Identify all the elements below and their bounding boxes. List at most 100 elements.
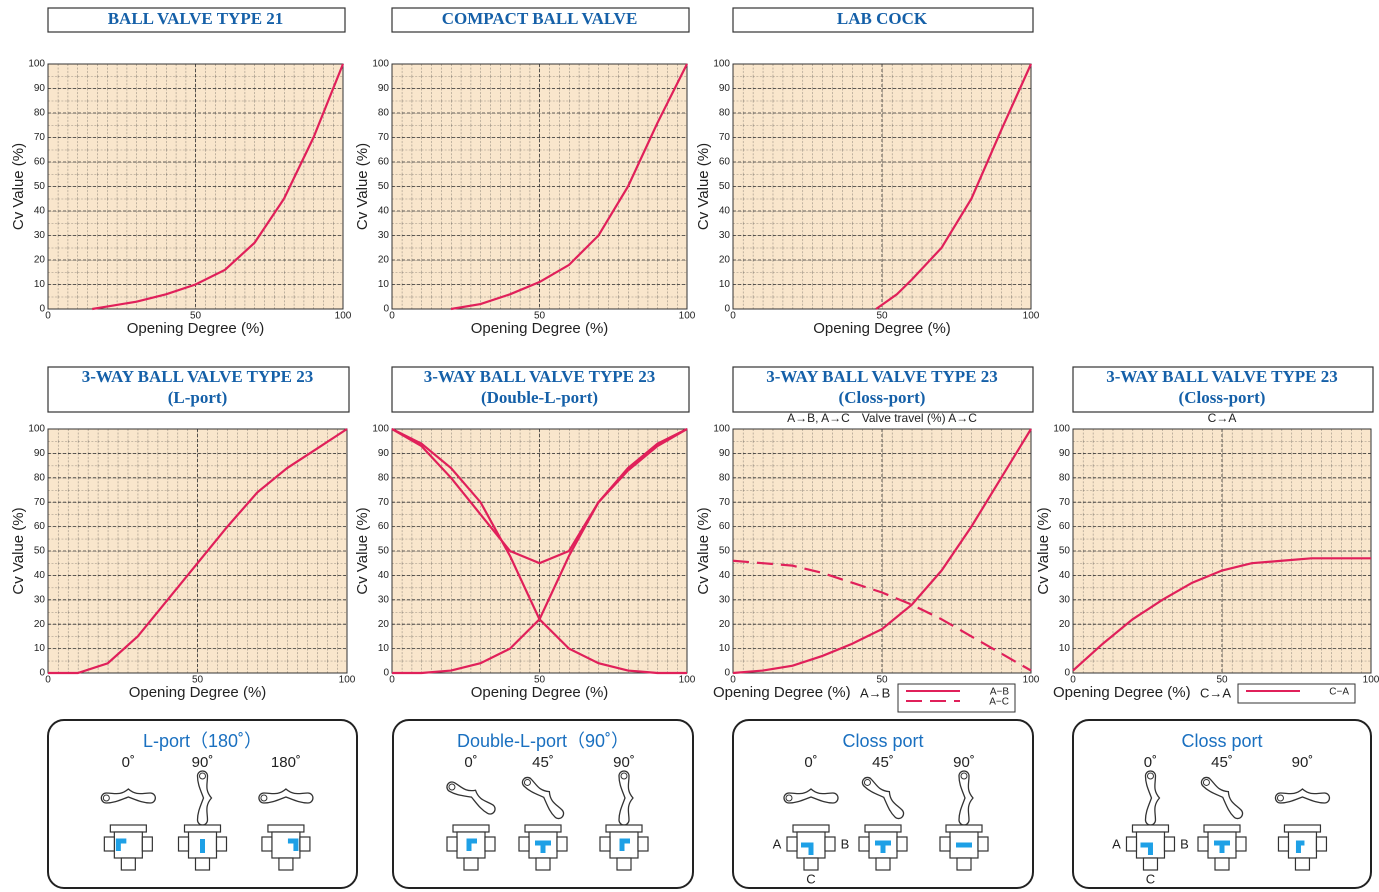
y-tick-label: 70 — [34, 132, 46, 143]
y-tick-label: 90 — [34, 448, 46, 459]
diagram-title: Closs port — [1181, 731, 1262, 751]
y-tick-label: 30 — [719, 230, 731, 241]
flow-arrow — [619, 838, 630, 851]
y-tick-label: 40 — [34, 206, 46, 217]
x-axis-suffix: C→A — [1200, 685, 1231, 700]
diagram-title: Double-L-port（90˚） — [457, 731, 629, 751]
port-label: A — [1112, 836, 1121, 851]
chart-title: 3-WAY BALL VALVE TYPE 23 — [766, 367, 997, 386]
flow-arrow — [1214, 840, 1230, 853]
y-tick-label: 80 — [719, 472, 731, 483]
y-tick-label: 20 — [34, 619, 46, 630]
angle-label: 0˚ — [122, 754, 135, 771]
chart: COMPACT BALL VALVE 0 10 20 30 40 50 60 70 80 90 100… — [354, 7, 696, 337]
handle — [100, 788, 156, 804]
chart-subtitle: (L-port) — [168, 388, 227, 407]
data-line — [392, 428, 688, 675]
y-tick-label: 70 — [34, 497, 46, 508]
chart: 3-WAY BALL VALVE TYPE 23 (Double-L-port) 0… — [354, 366, 696, 701]
x-tick-label: 100 — [339, 675, 356, 686]
y-tick-label: 60 — [719, 157, 731, 168]
y-tick-label: 90 — [719, 83, 731, 94]
x-tick-label: 0 — [389, 675, 395, 686]
y-axis-label: Cv Value (%) — [695, 507, 712, 594]
y-tick-label: 90 — [378, 83, 390, 94]
x-tick-label: 0 — [45, 675, 51, 686]
valve-body — [599, 824, 649, 871]
y-tick-label: 60 — [378, 157, 390, 168]
x-tick-label: 100 — [679, 675, 696, 686]
valve-body — [518, 824, 568, 871]
y-tick-label: 20 — [378, 255, 390, 266]
angle-label: 45˚ — [532, 754, 554, 771]
y-tick-label: 100 — [713, 59, 730, 70]
handle — [258, 788, 314, 804]
valve-body — [786, 824, 836, 871]
y-tick-label: 0 — [39, 668, 45, 679]
title-box — [391, 366, 690, 413]
x-tick-label: 50 — [534, 675, 546, 686]
legend-label: C−A — [1329, 687, 1349, 698]
handle — [618, 770, 634, 826]
flow-arrow — [1295, 840, 1305, 853]
x-tick-label: 0 — [389, 311, 395, 322]
flow-arrow — [875, 840, 891, 853]
y-tick-label: 20 — [378, 619, 390, 630]
y-tick-label: 10 — [719, 643, 731, 654]
legend — [897, 683, 1016, 713]
y-tick-label: 80 — [378, 472, 390, 483]
y-tick-label: 90 — [378, 448, 390, 459]
y-axis-label: Cv Value (%) — [354, 507, 371, 594]
data-line — [48, 428, 348, 675]
data-line — [732, 559, 1032, 672]
y-tick-label: 100 — [28, 59, 45, 70]
data-line — [391, 428, 688, 565]
y-tick-label: 90 — [719, 448, 731, 459]
y-tick-label: 60 — [719, 521, 731, 532]
flow-arrow — [115, 838, 127, 851]
x-axis-label: Opening Degree (%) — [471, 320, 609, 337]
y-tick-label: 80 — [378, 108, 390, 119]
angle-label: 0˚ — [464, 754, 477, 771]
valve-body — [1277, 824, 1328, 871]
x-tick-label: 50 — [190, 311, 202, 322]
flow-arrow — [287, 838, 299, 851]
x-tick-label: 50 — [876, 675, 888, 686]
y-tick-label: 30 — [1059, 594, 1071, 605]
x-tick-label: 0 — [730, 675, 736, 686]
data-line — [450, 63, 688, 311]
flow-arrow — [535, 840, 551, 853]
y-tick-label: 40 — [378, 206, 390, 217]
port-diagram: Closs port 0˚ A B C 45˚ 90˚ — [1072, 719, 1372, 889]
y-tick-label: 10 — [34, 643, 46, 654]
chart-title: 3-WAY BALL VALVE TYPE 23 — [1106, 367, 1337, 386]
y-tick-label: 100 — [28, 424, 45, 435]
y-tick-label: 100 — [1053, 424, 1070, 435]
y-tick-label: 0 — [383, 304, 389, 315]
chart-title: 3-WAY BALL VALVE TYPE 23 — [424, 367, 655, 386]
x-tick-label: 100 — [1023, 675, 1040, 686]
y-tick-label: 50 — [34, 181, 46, 192]
x-tick-label: 0 — [45, 311, 51, 322]
title-box — [732, 366, 1034, 413]
y-tick-label: 20 — [1059, 619, 1071, 630]
y-tick-label: 80 — [719, 108, 731, 119]
y-tick-label: 60 — [378, 521, 390, 532]
x-axis-label: Opening Degree (%) — [471, 684, 609, 701]
y-tick-label: 100 — [713, 424, 730, 435]
flow-arrow — [1140, 842, 1153, 855]
y-tick-label: 100 — [372, 59, 389, 70]
y-tick-label: 50 — [378, 546, 390, 557]
y-tick-label: 30 — [34, 594, 46, 605]
y-tick-label: 70 — [719, 132, 731, 143]
chart-subtitle: (Closs-port) — [839, 388, 926, 407]
y-tick-label: 20 — [34, 255, 46, 266]
y-tick-label: 90 — [34, 83, 46, 94]
y-tick-label: 40 — [719, 206, 731, 217]
y-tick-label: 10 — [1059, 643, 1071, 654]
x-tick-label: 50 — [876, 311, 888, 322]
y-tick-label: 50 — [1059, 546, 1071, 557]
x-tick-label: 100 — [335, 311, 352, 322]
port-label: B — [1180, 836, 1189, 851]
x-tick-label: 0 — [730, 311, 736, 322]
